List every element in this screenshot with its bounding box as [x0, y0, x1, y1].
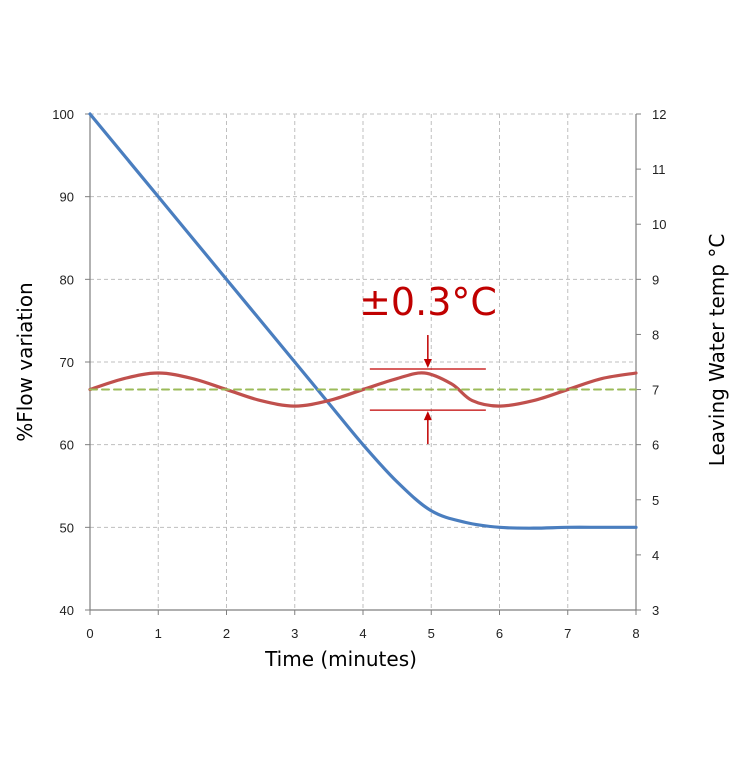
y-tick-label: 70 — [60, 355, 74, 370]
y-tick-label: 90 — [60, 190, 74, 205]
leaving-water-temp-line — [88, 371, 638, 408]
x-tick-label: 7 — [564, 626, 571, 641]
flow-variation-line — [88, 112, 638, 530]
up-arrow-head — [423, 411, 432, 421]
y2-tick-labels: 3 4 5 6 7 8 9 10 11 12 — [652, 107, 666, 618]
y2-tick-label: 11 — [652, 162, 666, 177]
x-tick-label: 0 — [86, 626, 93, 641]
y-tick-label: 100 — [52, 107, 74, 122]
y2-tick-label: 10 — [652, 217, 666, 232]
y2-tick-label: 8 — [652, 327, 659, 342]
x-tick-label: 5 — [428, 626, 435, 641]
x-axis-title: Time (minutes) — [264, 647, 417, 671]
y2-tick-label: 3 — [652, 603, 659, 618]
axes — [85, 113, 641, 615]
grid — [90, 113, 636, 610]
x-tick-label: 4 — [359, 626, 366, 641]
y2-tick-label: 12 — [652, 107, 666, 122]
y-tick-label: 40 — [60, 603, 74, 618]
y2-tick-label: 4 — [652, 548, 659, 563]
x-tick-label: 8 — [632, 626, 639, 641]
x-tick-label: 1 — [155, 626, 162, 641]
x-tick-labels: 0 1 2 3 4 5 6 7 8 — [86, 626, 639, 641]
x-tick-label: 2 — [223, 626, 230, 641]
y2-axis-title: Leaving Water temp °C — [705, 234, 729, 467]
x-tick-label: 6 — [496, 626, 503, 641]
y-tick-label: 60 — [60, 438, 74, 453]
x-tick-label: 3 — [291, 626, 298, 641]
y-axis-title: %Flow variation — [13, 282, 37, 441]
down-arrow-head — [423, 359, 432, 369]
annotation-group — [369, 335, 486, 445]
y2-tick-label: 9 — [652, 272, 659, 287]
tolerance-annotation-label: ±0.3°C — [359, 280, 497, 324]
series-group — [88, 112, 638, 530]
y-tick-labels: 40 50 60 70 80 90 100 — [52, 107, 74, 618]
y-tick-label: 50 — [60, 520, 74, 535]
y2-tick-label: 5 — [652, 493, 659, 508]
y2-tick-label: 7 — [652, 383, 659, 398]
y2-tick-label: 6 — [652, 438, 659, 453]
y-tick-label: 80 — [60, 272, 74, 287]
